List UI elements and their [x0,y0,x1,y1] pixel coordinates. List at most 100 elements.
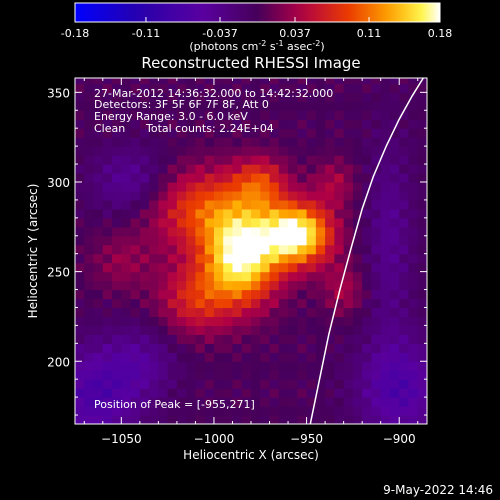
x-axis-label: Heliocentric X (arcsec) [183,448,319,462]
heatmap-cell [278,190,289,201]
heatmap-cell [158,92,169,102]
heatmap-cell [380,253,391,264]
heatmap-cell [260,253,271,264]
heatmap-cell [260,406,271,416]
heatmap-cell [232,289,243,300]
heatmap-cell [306,181,317,192]
heatmap-cell [251,262,261,273]
heatmap-cell [93,190,104,201]
heatmap-cell [223,83,234,93]
heatmap-cell [241,190,252,201]
heatmap-cell [195,289,206,300]
heatmap-cell [352,173,363,183]
heatmap-cell [325,298,335,309]
heatmap-cell [139,164,150,174]
heatmap-cell [102,253,113,264]
heatmap-cell [325,334,335,344]
heatmap-cell [288,307,298,318]
heatmap-cell [213,101,224,111]
heatmap-cell [380,83,391,93]
heatmap-cell [325,83,335,93]
heatmap-cell [334,244,345,255]
heatmap-cell [223,137,234,147]
heatmap-cell [288,78,298,84]
heatmap-cell [325,271,335,282]
heatmap-cell [297,226,308,237]
heatmap-cell [380,334,391,344]
heatmap-cell [380,307,391,318]
heatmap-cell [251,397,261,407]
heatmap-cell [232,164,243,174]
heatmap-cell [315,325,326,335]
heatmap-cell [343,137,354,147]
heatmap-cell [84,101,95,111]
heatmap-cell [417,173,427,183]
heatmap-cell [241,235,252,246]
heatmap-cell [93,92,104,102]
heatmap-cell [288,298,298,309]
heatmap-cell [306,280,317,291]
heatmap-cell [408,334,419,344]
heatmap-cell [139,226,150,237]
heatmap-cell [84,271,95,282]
heatmap-cell [352,325,363,335]
info-detectors: Detectors: 3F 5F 6F 7F 8F, Att 0 [94,98,269,111]
heatmap-cell [306,397,317,407]
heatmap-cell [362,307,373,318]
heatmap-cell [315,208,326,219]
heatmap-cell [158,164,169,174]
heatmap-cell [167,155,178,165]
heatmap-cell [130,199,141,210]
heatmap-cell [130,101,141,111]
heatmap-cell [213,137,224,147]
heatmap-cell [278,181,289,192]
heatmap-cell [93,208,104,219]
heatmap-cell [223,101,234,111]
heatmap-cell [102,155,113,165]
heatmap-cell [130,370,141,380]
heatmap-cell [343,128,354,138]
heatmap-cell [260,415,271,424]
heatmap-cell [121,155,132,165]
heatmap-cell [130,208,141,219]
heatmap-cell [371,146,382,156]
heatmap-cell [112,244,122,255]
heatmap-cell [306,128,317,138]
footer-date: 9-May-2022 14:46 [383,483,493,497]
heatmap-cell [121,137,132,147]
heatmap-cell [389,190,400,201]
heatmap-cell [269,110,280,120]
heatmap-cell [130,262,141,273]
heatmap-cell [149,334,159,344]
heatmap-cell [121,164,132,174]
heatmap-cell [334,343,345,353]
y-axis-label: Heliocentric Y (arcsec) [26,184,40,319]
heatmap-cell [278,298,289,309]
heatmap-cell [213,208,224,219]
heatmap-cell [288,334,298,344]
heatmap-cell [315,83,326,93]
heatmap-cell [343,83,354,93]
heatmap-cell [343,217,354,228]
peak-position: Position of Peak = [-955,271] [94,398,255,411]
heatmap-cell [315,78,326,84]
heatmap-cell [408,316,419,326]
heatmap-cell [278,343,289,353]
heatmap-cell [417,155,427,165]
heatmap-cell [121,173,132,183]
heatmap-cell [167,128,178,138]
heatmap-cell [380,155,391,165]
colorbar-tick-label: 0.18 [428,27,453,40]
heatmap-cell [297,289,308,300]
heatmap-cell [158,181,169,192]
heatmap-cell [93,110,104,120]
heatmap-cell [84,280,95,291]
heatmap-cell [176,334,187,344]
heatmap-cell [213,262,224,273]
heatmap-cell [380,370,391,380]
heatmap-cell [176,101,187,111]
heatmap-cell [167,334,178,344]
heatmap-cell [380,352,391,362]
heatmap-cell [167,199,178,210]
